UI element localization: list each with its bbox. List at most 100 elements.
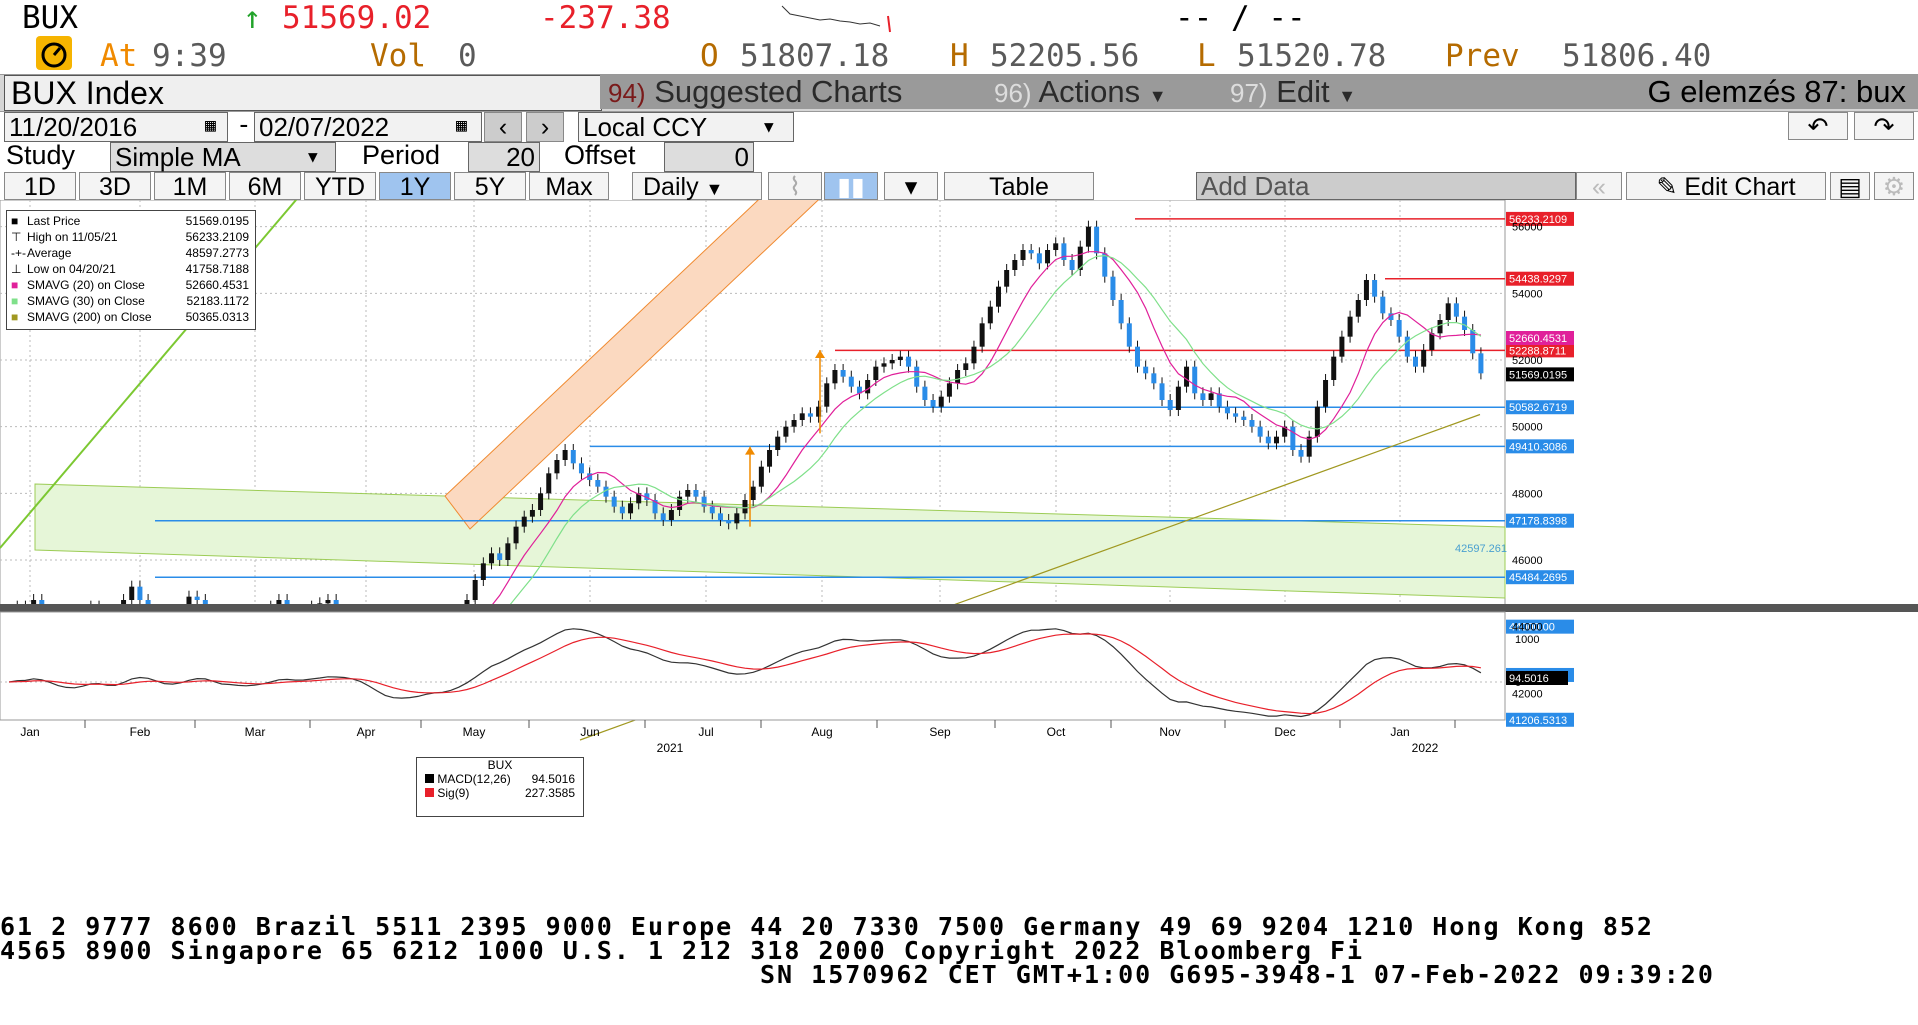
candle xyxy=(783,426,789,437)
macd-value-bg xyxy=(1506,671,1568,685)
up-arrow-icon: ↑ xyxy=(243,0,262,36)
candle xyxy=(1094,226,1100,254)
suggested-charts-menu[interactable]: 94) Suggested Charts xyxy=(600,75,988,109)
legend-row: ⊤ High on 11/05/21 56233.2109 xyxy=(11,230,251,246)
range-button-3d[interactable]: 3D xyxy=(79,172,151,201)
range-button-1m[interactable]: 1M xyxy=(154,172,226,201)
legend-swatch: ■ xyxy=(11,310,19,324)
level-label: 50582.6719 xyxy=(1509,402,1567,414)
y-tick-label: 50000 xyxy=(1512,422,1543,434)
speedometer-icon[interactable] xyxy=(36,36,72,70)
candle xyxy=(619,506,625,514)
y-tick-label: 48000 xyxy=(1512,488,1543,500)
frequency-select[interactable]: Daily ▼ xyxy=(632,172,762,201)
level-label-bg xyxy=(1506,712,1574,727)
calendar-icon[interactable]: ▦ xyxy=(205,115,216,136)
suggested-num: 94) xyxy=(608,78,646,108)
end-date-field[interactable]: 02/07/2022 xyxy=(254,112,482,142)
candle xyxy=(1257,426,1263,437)
last-price: 51569.02 xyxy=(282,0,432,36)
chevron-down-icon: ▼ xyxy=(1148,86,1167,106)
level-label-bg xyxy=(1506,211,1574,226)
level-label-bg xyxy=(1506,513,1574,528)
legend-value: 52660.4531 xyxy=(185,278,249,292)
candle xyxy=(717,513,723,520)
pencil-icon: ✎ xyxy=(1656,173,1678,201)
at-label: At xyxy=(100,38,138,74)
range-button-1d[interactable]: 1D xyxy=(4,172,76,201)
panel-divider xyxy=(0,604,1918,612)
undo-button[interactable]: ↶ xyxy=(1788,112,1848,141)
range-button-6m[interactable]: 6M xyxy=(229,172,301,201)
footer-contacts-1: 61 2 9777 8600 Brazil 5511 2395 9000 Eur… xyxy=(0,912,1654,941)
candle xyxy=(742,500,748,514)
candle xyxy=(1314,406,1320,437)
edit-menu[interactable]: 97) Edit ▼ xyxy=(1222,75,1400,109)
candle xyxy=(276,600,282,607)
legend-row: ■ SMAVG (20) on Close 52660.4531 xyxy=(11,278,251,294)
candle xyxy=(529,510,535,517)
macd-value: 94.5016 xyxy=(531,772,575,786)
range-button-1y[interactable]: 1Y xyxy=(379,172,451,201)
candle xyxy=(1192,366,1198,394)
candle xyxy=(595,480,601,487)
line-chart-icon[interactable]: ⌇ xyxy=(768,172,822,201)
start-date-field[interactable]: 11/20/2016 xyxy=(4,112,228,142)
candle xyxy=(489,553,495,564)
study-select[interactable]: Simple MA xyxy=(110,142,336,172)
x-tick-label: Oct xyxy=(1047,725,1066,739)
low-value: 51520.78 xyxy=(1237,38,1387,74)
candle xyxy=(995,286,1001,307)
x-tick-label: May xyxy=(463,725,486,739)
chart-type-dropdown[interactable]: ▾ xyxy=(884,172,938,201)
y-tick-label: 46000 xyxy=(1512,555,1543,567)
candle xyxy=(1421,350,1427,367)
candle xyxy=(1053,243,1059,250)
currency-select[interactable]: Local CCY xyxy=(578,112,794,142)
candle xyxy=(1208,393,1214,400)
candle xyxy=(1184,366,1190,387)
table-button[interactable]: Table xyxy=(944,172,1094,201)
x-tick-label: Feb xyxy=(130,725,151,739)
add-data-field[interactable]: Add Data xyxy=(1196,172,1576,200)
macd-swatch xyxy=(425,774,434,783)
candle xyxy=(1233,413,1239,417)
edit-chart-button[interactable]: ✎ Edit Chart xyxy=(1626,172,1826,201)
x-tick-label: Sep xyxy=(929,725,951,739)
next-period-button[interactable]: › xyxy=(526,112,564,142)
range-button-ytd[interactable]: YTD xyxy=(304,172,376,201)
low-label: L xyxy=(1197,38,1216,74)
prev-value: 51806.40 xyxy=(1562,38,1712,74)
candle-chart-icon[interactable]: ▮▮ xyxy=(824,172,878,201)
price-chart[interactable]: 56233.2109 54438.9297 52288.8711 50582.6719… xyxy=(0,200,1918,900)
prev-period-button[interactable]: ‹ xyxy=(484,112,522,142)
x-tick-label: Aug xyxy=(811,725,832,739)
candle xyxy=(1380,296,1386,314)
candle xyxy=(1339,336,1345,357)
candle xyxy=(897,356,903,360)
offset-input[interactable]: 0 xyxy=(664,142,754,172)
ticker: BUX xyxy=(22,0,78,36)
actions-num: 96) xyxy=(994,78,1032,108)
range-button-5y[interactable]: 5Y xyxy=(454,172,526,201)
candle xyxy=(1061,243,1067,260)
candle xyxy=(840,370,846,377)
redo-button[interactable]: ↷ xyxy=(1854,112,1914,141)
candle xyxy=(137,586,143,600)
actions-menu[interactable]: 96) Actions ▼ xyxy=(986,75,1224,109)
legend-label: SMAVG (30) on Close xyxy=(27,294,145,308)
candle xyxy=(1323,380,1329,407)
calendar-icon[interactable]: ▦ xyxy=(456,115,467,136)
candle xyxy=(611,496,617,507)
candle xyxy=(603,486,609,497)
security-title[interactable]: BUX Index xyxy=(4,75,602,111)
gear-icon[interactable]: ⚙ xyxy=(1874,172,1914,201)
chart-settings-icon[interactable]: ▤ xyxy=(1830,172,1870,201)
range-button-max[interactable]: Max xyxy=(529,172,609,201)
collapse-icon[interactable]: « xyxy=(1576,172,1622,201)
candle xyxy=(1159,383,1165,400)
candle xyxy=(1306,436,1312,457)
y-tick-label: 44000 xyxy=(1512,622,1543,634)
period-input[interactable]: 20 xyxy=(468,142,540,172)
year-label: 2021 xyxy=(657,741,684,755)
